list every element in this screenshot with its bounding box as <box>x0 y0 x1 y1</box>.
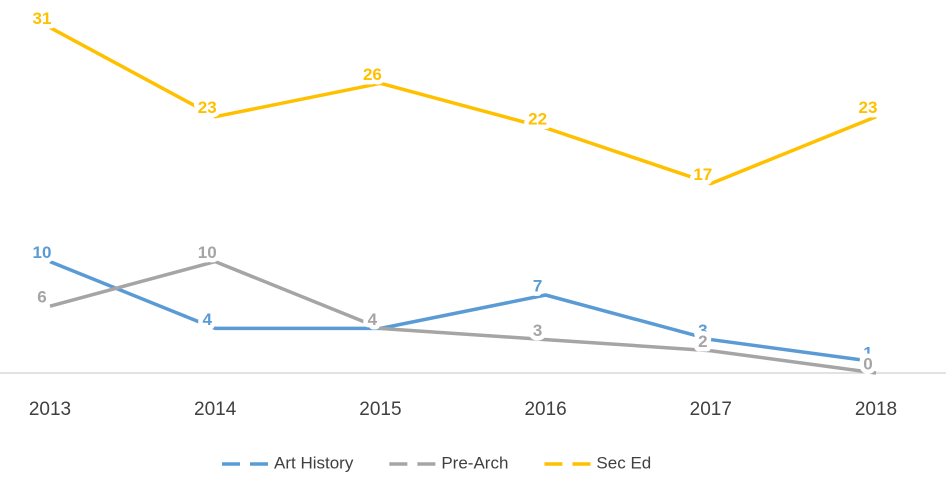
x-tick-label: 2018 <box>855 399 897 420</box>
legend-label: Pre-Arch <box>441 453 508 472</box>
x-tick-label: 2016 <box>524 399 566 420</box>
data-label: 2 <box>698 332 707 351</box>
data-label: 17 <box>693 165 712 184</box>
data-label: 10 <box>198 243 217 262</box>
data-label: 1 <box>863 343 872 362</box>
series-line <box>49 259 877 364</box>
data-label: 6 <box>37 288 46 307</box>
data-label: 3 <box>698 321 707 340</box>
legend-label: Art History <box>274 453 354 472</box>
x-tick-label: 2015 <box>359 399 401 420</box>
x-tick-label: 2013 <box>29 399 71 420</box>
data-label: 3 <box>533 321 542 340</box>
data-label: 7 <box>533 276 542 295</box>
data-label: 4 <box>202 310 212 329</box>
data-label: 26 <box>363 65 382 84</box>
series-line <box>49 259 877 375</box>
x-tick-label: 2014 <box>194 399 237 420</box>
data-label: 4 <box>368 310 378 329</box>
data-label: 22 <box>528 109 547 128</box>
data-label: 23 <box>859 98 878 117</box>
legend-label: Sec Ed <box>596 453 651 472</box>
series-line <box>49 26 877 186</box>
x-tick-label: 2017 <box>690 399 732 420</box>
data-label: 0 <box>863 354 872 373</box>
data-label: 10 <box>33 243 52 262</box>
data-label: 23 <box>198 98 217 117</box>
data-label: 31 <box>33 9 52 28</box>
